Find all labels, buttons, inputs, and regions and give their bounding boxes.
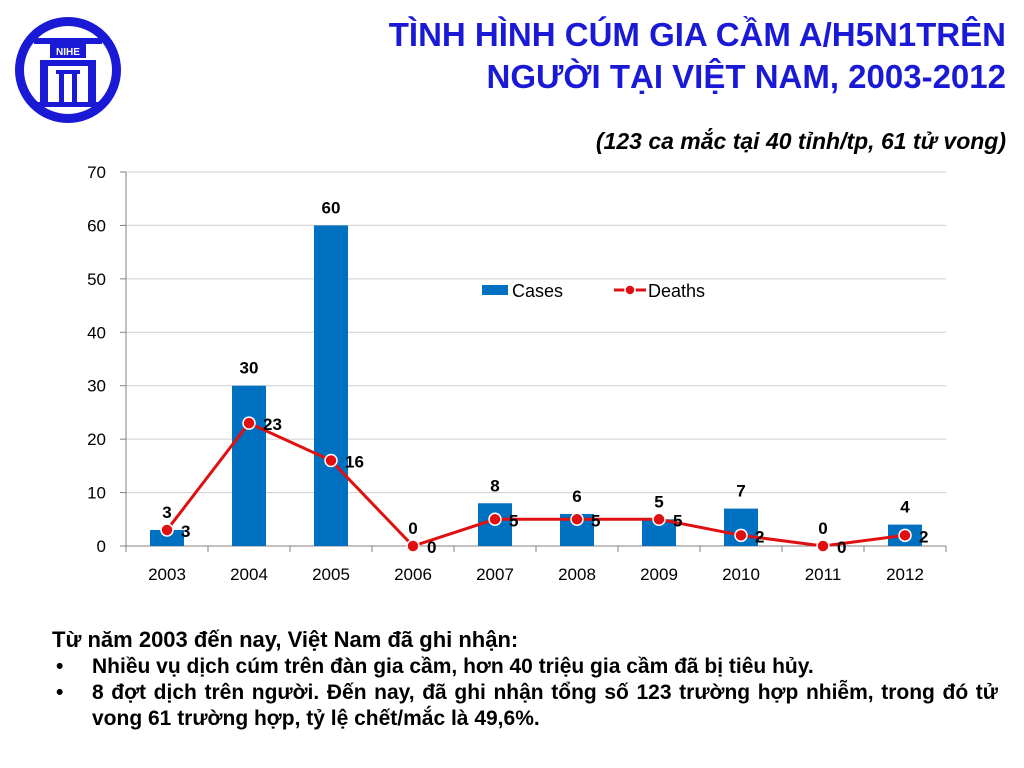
legend-swatch-deaths-marker (624, 284, 636, 296)
nihe-logo: NIHE (15, 17, 121, 123)
note-bullet-2: 8 đợt dịch trên người. Đến nay, đã ghi n… (52, 680, 998, 732)
bar-cases (150, 529, 184, 546)
legend-label-deaths: Deaths (648, 281, 705, 301)
line-deaths (165, 421, 906, 548)
point-deaths (406, 539, 420, 553)
page-title: TÌNH HÌNH CÚM GIA CẦM A/H5N1TRÊN NGƯỜI T… (246, 14, 1006, 98)
point-deaths (160, 523, 174, 537)
point-deaths (652, 512, 666, 527)
bar-cases (232, 385, 266, 546)
x-tick-label: 2009 (640, 565, 678, 584)
line-data-label: 2 (919, 527, 928, 546)
bar-data-label: 60 (322, 198, 341, 217)
x-tick-label: 2007 (476, 565, 514, 584)
point-deaths (816, 539, 830, 553)
bar-data-label: 30 (240, 359, 259, 378)
bar-data-label: 8 (490, 476, 499, 495)
bar-data-label: 3 (162, 503, 171, 522)
title-line-1: TÌNH HÌNH CÚM GIA CẦM A/H5N1TRÊN (388, 16, 1006, 53)
line-data-label: 5 (509, 511, 518, 530)
x-tick-label: 2011 (805, 565, 842, 584)
page-subtitle: (123 ca mắc tại 40 tỉnh/tp, 61 tử vong) (595, 128, 1006, 154)
bar-data-label: 6 (572, 487, 581, 506)
legend-swatch-cases (482, 285, 508, 295)
bar-data-label: 0 (408, 519, 417, 538)
x-tick-label: 2012 (886, 565, 924, 584)
point-deaths (324, 453, 338, 468)
title-line-2: NGƯỜI TẠI VIỆT NAM, 2003-2012 (486, 58, 1006, 95)
x-tick-label: 2004 (230, 565, 268, 584)
line-data-label: 2 (755, 527, 764, 546)
y-tick-label: 40 (87, 323, 106, 342)
y-tick-label: 70 (87, 163, 106, 182)
x-tick-label: 2006 (394, 565, 432, 584)
line-data-label: 23 (263, 415, 282, 434)
logo-text: NIHE (56, 47, 80, 58)
line-data-label: 16 (345, 453, 364, 472)
y-tick-label: 50 (87, 270, 106, 289)
y-tick-label: 0 (97, 537, 106, 556)
x-tick-label: 2008 (558, 565, 596, 584)
x-tick-label: 2005 (312, 565, 350, 584)
point-deaths (488, 512, 502, 527)
line-data-label: 0 (427, 538, 436, 557)
notes-section: Từ năm 2003 đến nay, Việt Nam đã ghi nhậ… (52, 626, 998, 732)
line-data-label: 0 (837, 538, 846, 557)
bar-data-label: 4 (900, 498, 910, 517)
bar-data-label: 0 (818, 519, 827, 538)
notes-intro: Từ năm 2003 đến nay, Việt Nam đã ghi nhậ… (52, 627, 519, 652)
line-data-label: 3 (181, 522, 190, 541)
line-data-label: 5 (591, 511, 600, 530)
note-bullet-1: Nhiều vụ dịch cúm trên đàn gia cầm, hơn … (52, 654, 998, 680)
y-tick-label: 60 (87, 216, 106, 235)
x-tick-label: 2010 (722, 565, 760, 584)
bar-data-label: 5 (654, 492, 663, 511)
bar-data-label: 7 (736, 482, 745, 501)
bar-cases (314, 225, 348, 546)
line-data-label: 5 (673, 511, 682, 530)
point-deaths (898, 528, 912, 543)
x-tick-label: 2003 (148, 565, 186, 584)
point-deaths (570, 512, 584, 527)
point-deaths (242, 416, 256, 430)
y-tick-label: 10 (87, 484, 106, 503)
y-tick-label: 20 (87, 430, 106, 449)
y-tick-label: 30 (87, 377, 106, 396)
point-deaths (734, 528, 748, 543)
legend-label-cases: Cases (512, 281, 563, 301)
